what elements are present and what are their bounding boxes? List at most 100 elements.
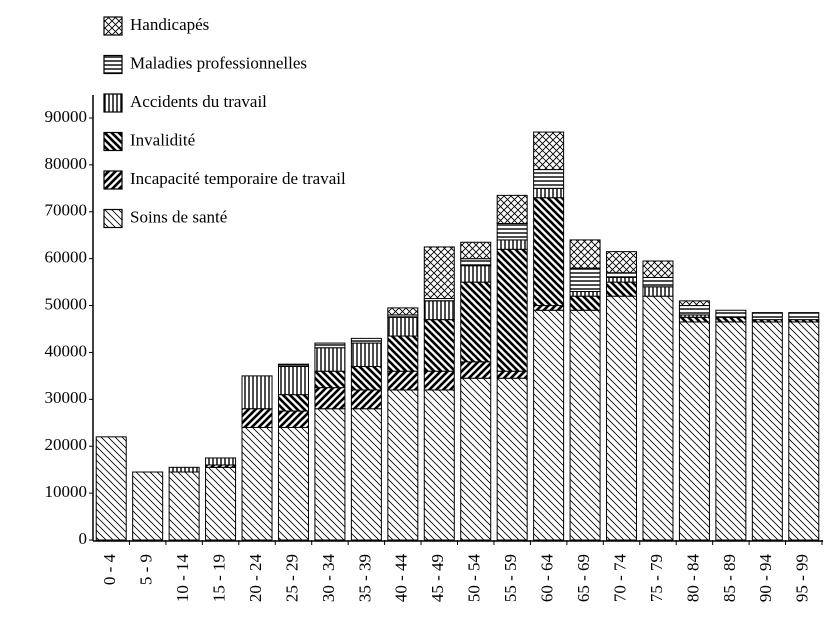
x-tick-label: 10 - 14	[173, 554, 192, 603]
legend-label: Soins de santé	[130, 207, 227, 226]
legend-label: Invalidité	[130, 130, 195, 149]
y-tick-label: 30000	[45, 388, 88, 407]
bar-segment	[168, 466, 200, 473]
bar-segment	[533, 131, 565, 171]
bar-segment	[387, 335, 419, 372]
bar-segment	[642, 276, 674, 288]
bar-segment	[241, 426, 273, 541]
y-tick-label: 10000	[45, 482, 88, 501]
x-tick-label: 85 - 89	[720, 554, 739, 602]
x-tick-label: 50 - 54	[465, 554, 484, 603]
bar-segment	[387, 370, 419, 391]
bar-segment	[569, 239, 601, 269]
bar-segment	[496, 370, 528, 379]
x-tick-label: 90 - 94	[756, 554, 775, 603]
y-tick-label: 60000	[45, 248, 88, 267]
bar-segment	[788, 312, 820, 321]
bar-segment	[460, 281, 492, 363]
bar-segment	[569, 309, 601, 541]
bar-segment	[95, 436, 127, 541]
bar-segment	[496, 377, 528, 541]
bar-segment	[387, 307, 419, 316]
y-tick-label: 20000	[45, 435, 88, 454]
legend-label: Accidents du travail	[130, 92, 267, 111]
bar-segment	[678, 321, 710, 541]
bar-segment	[569, 267, 601, 292]
legend-swatch	[103, 54, 123, 75]
bar-segment	[314, 408, 346, 541]
legend-swatch	[103, 131, 123, 152]
bar-segment	[606, 295, 638, 541]
bar-segment	[241, 408, 273, 428]
bar-segment	[277, 410, 309, 428]
x-tick-label: 55 - 59	[501, 554, 520, 602]
bar-segment	[241, 375, 273, 410]
x-tick-label: 70 - 74	[610, 554, 629, 603]
legend-swatch	[103, 208, 123, 229]
bar-segment	[387, 389, 419, 541]
bar-segment	[423, 370, 455, 391]
x-tick-label: 5 - 9	[137, 554, 156, 585]
bar-segment	[569, 290, 601, 297]
bar-segment	[606, 276, 638, 283]
x-tick-label: 25 - 29	[282, 554, 301, 602]
x-tick-label: 35 - 39	[355, 554, 374, 602]
bar-segment	[350, 342, 382, 368]
bar-segment	[642, 260, 674, 278]
bar-segment	[751, 321, 783, 541]
bar-segment	[277, 366, 309, 396]
legend-label: Maladies professionnelles	[130, 53, 307, 72]
bar-segment	[277, 426, 309, 541]
bar-segment	[678, 316, 710, 323]
bar-segment	[606, 251, 638, 274]
x-tick-label: 95 - 99	[793, 554, 812, 602]
x-tick-label: 60 - 64	[538, 554, 557, 603]
bar-segment	[533, 305, 565, 311]
bar-segment	[423, 300, 455, 321]
bar-segment	[496, 194, 528, 225]
bar-segment	[533, 309, 565, 541]
bar-segment	[460, 241, 492, 260]
x-tick-label: 0 - 4	[100, 554, 119, 586]
bar-segment	[350, 366, 382, 391]
bar-segment	[423, 389, 455, 541]
bar-segment	[642, 295, 674, 541]
bar-segment	[460, 265, 492, 283]
bar-segment	[788, 321, 820, 541]
bar-segment	[277, 394, 309, 412]
bar-segment	[678, 300, 710, 307]
y-tick-label: 0	[79, 529, 88, 548]
y-tick-label: 70000	[45, 201, 88, 220]
bar-segment	[569, 295, 601, 311]
bar-segment	[606, 272, 638, 278]
x-tick-label: 40 - 44	[392, 554, 411, 603]
bar-segment	[314, 387, 346, 410]
bar-segment	[496, 239, 528, 250]
bar-segment	[132, 471, 164, 541]
legend-swatch	[103, 16, 123, 36]
x-tick-label: 45 - 49	[428, 554, 447, 602]
x-tick-label: 80 - 84	[683, 554, 702, 603]
bar-segment	[205, 466, 237, 541]
bar-segment	[460, 258, 492, 267]
x-tick-label: 30 - 34	[319, 554, 338, 603]
bar-segment	[642, 286, 674, 297]
y-tick-label: 40000	[45, 341, 88, 360]
y-tick-label: 90000	[45, 107, 88, 126]
legend-label: Handicapés	[130, 15, 209, 34]
x-tick-label: 65 - 69	[574, 554, 593, 602]
bar-segment	[314, 370, 346, 389]
bar-segment	[533, 169, 565, 189]
bar-segment	[387, 316, 419, 337]
bar-segment	[606, 281, 638, 297]
bar-segment	[533, 197, 565, 307]
bar-segment	[423, 319, 455, 372]
bar-segment	[205, 457, 237, 466]
x-tick-label: 75 - 79	[647, 554, 666, 602]
bar-segment	[678, 305, 710, 316]
bar-segment	[715, 309, 747, 318]
x-tick-label: 15 - 19	[209, 554, 228, 602]
bar-segment	[751, 312, 783, 321]
bar-segment	[460, 361, 492, 379]
